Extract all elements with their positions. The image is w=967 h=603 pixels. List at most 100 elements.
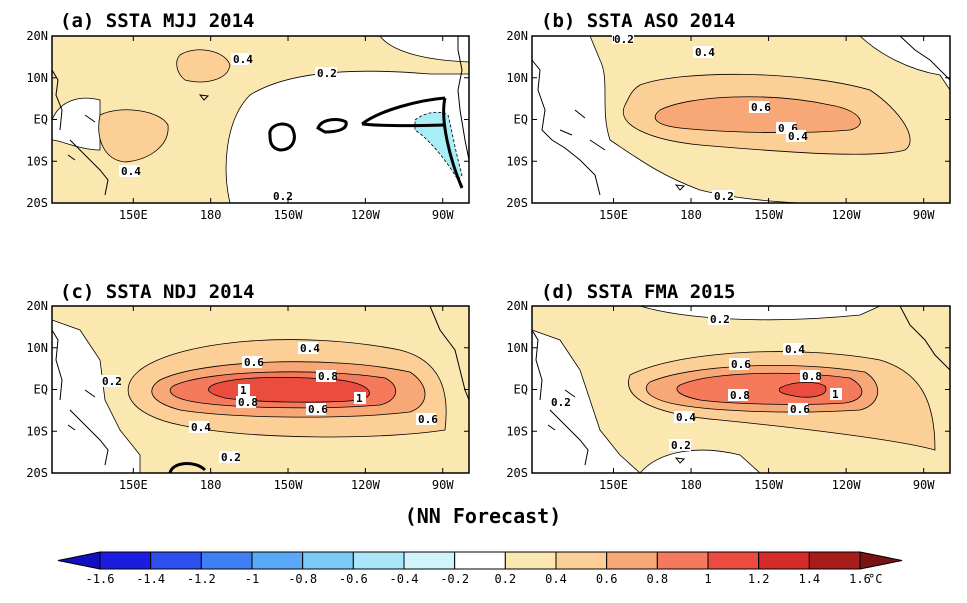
lat-tick-label: 20N [506,299,528,313]
panel-b-title: (b) SSTA ASO 2014 [541,10,735,32]
colorbar-label: 0.6 [596,572,618,586]
colorbar-label: -1.6 [86,572,115,586]
contour-label: 1 [240,384,247,397]
lat-tick-label: 10S [506,424,528,438]
lat-tick-label: 10N [506,341,528,355]
contour-label: 0.2 [221,451,241,464]
lat-tick-label: 20S [506,466,528,480]
lat-tick-label: 20N [26,29,48,43]
colorbar-label: -0.2 [440,572,469,586]
colorbar-unit: °C [868,572,882,586]
axes-layer: 20N 10N EQ 10S 20S 150E 180 150W 120W 90W 20N 10N EQ… [26,29,950,492]
contour-label: 0.8 [730,389,750,402]
colorbar-segment [200,551,253,570]
panel-d: (d) SSTA FMA 2015 0.2 0.4 0.6 0.8 1 0.8 … [531,281,951,474]
lon-tick-label: 180 [200,478,222,492]
contour-label: 0.4 [300,342,320,355]
lat-tick-label: EQ [514,113,528,127]
colorbar-label: 1.6 [849,572,871,586]
contour-label: 0.2 [614,33,634,46]
contour-label: 1 [832,388,839,401]
contour-label: 0.4 [695,46,715,59]
contour-label: 0.8 [238,396,258,409]
contour-label: 0.2 [551,396,571,409]
lat-tick-label: 20N [506,29,528,43]
panel-d-map [532,306,950,473]
panel-c-contour-labels: 0.4 0.6 0.8 1 1 0.8 0.6 0.6 0.4 0.2 0.2 [100,342,438,464]
lon-tick-label: 150W [274,478,304,492]
contour-label: 0.2 [710,313,730,326]
colorbar-label: 1.2 [748,572,770,586]
contour-label: 0.4 [233,53,253,66]
panel-a-contour-labels: 0.4 0.2 0.4 0.2 [119,53,337,203]
colorbar-label: -1 [245,572,259,586]
contour-label: 0.4 [785,343,805,356]
lon-tick-label: 180 [200,208,222,222]
lon-tick-label: 120W [832,208,862,222]
colorbar-segment [707,551,760,570]
colorbar-segment [555,551,608,570]
contour-label: 0.4 [121,165,141,178]
forecast-caption: (NN Forecast) [405,504,562,528]
contour-label: 0.6 [308,403,328,416]
panel-c-map [52,306,469,473]
lon-tick-label: 90W [432,478,454,492]
panel-a: (a) SSTA MJJ 2014 0.4 0.2 0.4 0.2 [51,10,470,204]
lat-tick-label: 10S [26,424,48,438]
panel-d-title: (d) SSTA FMA 2015 [541,281,735,303]
colorbar-right-arrow [859,551,903,570]
contour-label: 0.2 [102,375,122,388]
panel-b-map [532,36,950,203]
contour-label: 0.4 [788,130,808,143]
colorbar-segment [504,551,557,570]
colorbar-label: -0.8 [288,572,317,586]
colorbar-segment [403,551,456,570]
lon-tick-label: 150E [599,478,628,492]
contour-label: 0.2 [714,190,734,203]
colorbar-segment [656,551,709,570]
colorbar-segment [150,551,202,570]
colorbar-segment [454,551,506,570]
lat-tick-label: EQ [34,383,48,397]
contour-label: 0.2 [671,439,691,452]
lat-tick-label: 10S [26,154,48,168]
lon-tick-label: 90W [913,478,935,492]
lat-tick-label: EQ [514,383,528,397]
colorbar-segment [251,551,304,570]
lon-tick-label: 150W [754,478,784,492]
lon-tick-label: 150E [119,478,148,492]
lon-tick-label: 150E [599,208,628,222]
colorbar-label: -1.2 [187,572,216,586]
lat-tick-label: 10S [506,154,528,168]
lat-tick-label: 20S [506,196,528,210]
panel-d-contour-labels: 0.2 0.4 0.6 0.8 1 0.8 0.6 0.4 0.2 0.2 [549,313,842,452]
colorbar-segment [606,551,658,570]
colorbar-label: -0.6 [339,572,368,586]
panel-a-map [52,36,469,203]
lat-tick-label: 20N [26,299,48,313]
contour-label: 0.6 [731,358,751,371]
lon-tick-label: 180 [680,208,702,222]
lat-tick-label: 20S [26,196,48,210]
contour-label: 0.6 [244,356,264,369]
contour-label: 0.4 [191,421,211,434]
colorbar-segment [99,551,152,570]
lat-tick-label: 20S [26,466,48,480]
lat-tick-label: 10N [26,341,48,355]
colorbar-label: 0.8 [646,572,668,586]
panel-a-title: (a) SSTA MJJ 2014 [60,10,254,32]
colorbar-segment [808,551,861,570]
contour-label: 0.6 [790,403,810,416]
colorbar-label: 1 [704,572,711,586]
colorbar-left-arrow [57,551,101,570]
anomaly-0.4-0.6-fill [176,49,231,83]
lon-tick-label: 150W [754,208,784,222]
contour-label: 0.8 [802,370,822,383]
colorbar-label: -0.4 [390,572,419,586]
contour-label: 0.6 [751,101,771,114]
lon-tick-label: 150W [274,208,304,222]
lon-tick-label: 120W [351,478,381,492]
panel-b: (b) SSTA ASO 2014 0.2 0.4 0.6 0.6 0.4 0.… [531,10,951,204]
colorbar-segment [302,551,354,570]
